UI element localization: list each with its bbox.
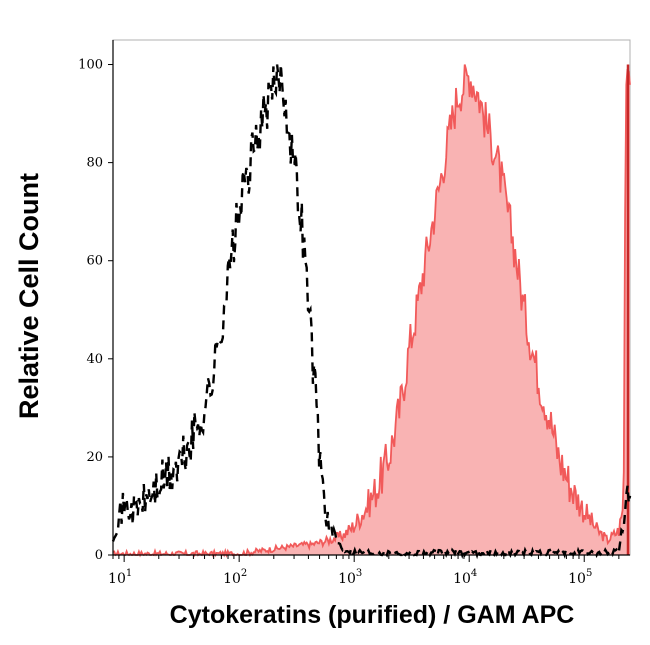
y-tick-label: 60 bbox=[86, 254, 103, 269]
x-tick-label: 104 bbox=[453, 568, 477, 587]
x-axis-label: Cytokeratins (purified) / GAM APC bbox=[170, 601, 575, 629]
series-layer bbox=[111, 64, 632, 560]
y-axis-label: Relative Cell Count bbox=[14, 173, 44, 419]
x-tick-label: 102 bbox=[223, 568, 247, 587]
series-area-line bbox=[112, 64, 631, 558]
y-tick-label: 0 bbox=[95, 548, 103, 563]
y-ticks: 0 20 40 60 80 100 bbox=[78, 58, 113, 563]
x-tick-label: 103 bbox=[338, 568, 362, 587]
y-tick-label: 40 bbox=[86, 352, 103, 367]
series-dashed-line bbox=[111, 64, 632, 560]
x-ticks: 101 102 103 104 105 bbox=[108, 555, 620, 587]
y-tick-label: 20 bbox=[86, 450, 103, 465]
y-tick-label: 100 bbox=[78, 58, 103, 73]
x-tick-label: 105 bbox=[568, 568, 592, 587]
y-tick-label: 80 bbox=[86, 156, 103, 171]
x-tick-label: 101 bbox=[108, 568, 132, 587]
